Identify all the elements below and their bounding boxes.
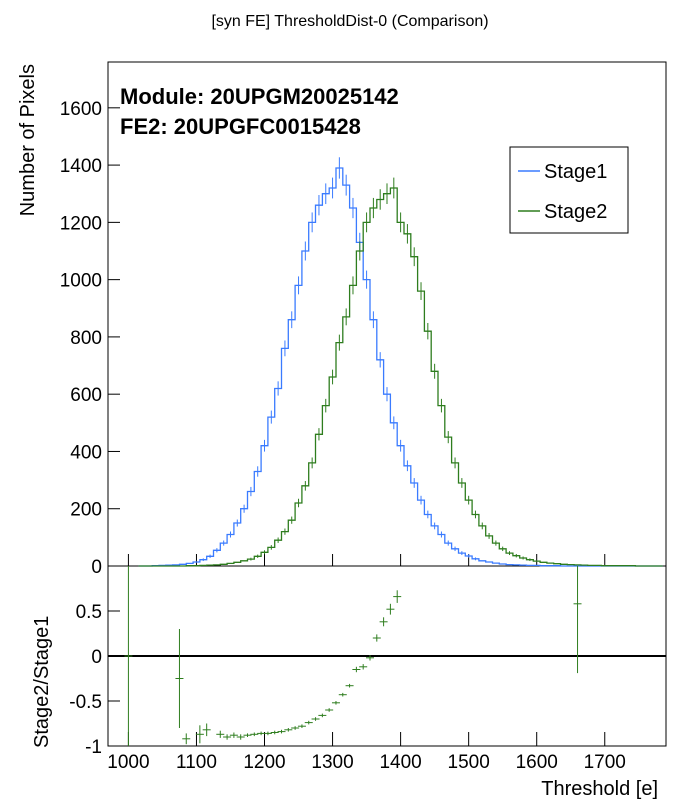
top-y-tick-label: 0 [91,557,102,578]
bottom-y-tick-label: -1 [85,737,102,758]
bottom-x-tick-label: 1200 [243,752,285,773]
bottom-x-tick-label: 1000 [107,752,149,773]
top-y-tick-label: 1200 [60,213,102,234]
bottom-x-tick-label: 1700 [584,752,626,773]
top-y-tick-label: 600 [70,385,102,406]
bottom-y-tick-label: 0.5 [76,602,102,623]
histogram-line-stage2 [138,187,663,567]
bottom-x-tick-label: 1300 [311,752,353,773]
legend-label-stage1: Stage1 [544,161,607,183]
top-y-tick-label: 1600 [60,99,102,120]
top-y-tick-label: 1000 [60,271,102,292]
bottom-x-tick-label: 1400 [379,752,421,773]
chart-title: [syn FE] ThresholdDist-0 (Comparison) [211,13,488,30]
top-y-tick-label: 800 [70,328,102,349]
top-y-tick-label: 400 [70,442,102,463]
bottom-x-tick-label: 1500 [448,752,490,773]
fe-annotation: FE2: 20UPGFC0015428 [120,114,361,139]
x-axis-label: Threshold [e] [541,778,658,800]
bottom-x-tick-label: 1100 [176,752,217,773]
legend-label-stage2: Stage2 [544,201,607,223]
bottom-y-tick-label: 0 [91,647,102,668]
top-y-axis-label: Number of Pixels [17,64,39,216]
legend-box [509,146,629,234]
bottom-x-tick-label: 1600 [516,752,558,773]
chart-marks: 0 200 400 600 800 1000 1200 1400 1600 -1 -0.5 0 0.5 1… [60,99,666,773]
top-y-tick-label: 200 [70,500,102,521]
bottom-y-axis-label: Stage2/Stage1 [31,616,53,748]
bottom-y-tick-label: -0.5 [69,692,102,713]
top-y-tick-label: 1400 [60,156,102,177]
module-annotation: Module: 20UPGM20025142 [120,84,399,109]
